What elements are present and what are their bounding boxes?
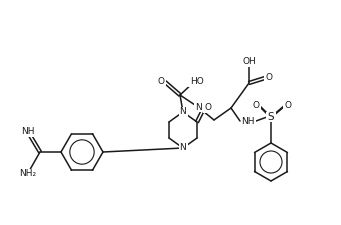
FancyBboxPatch shape: [193, 102, 203, 112]
FancyBboxPatch shape: [18, 169, 38, 178]
Text: HO: HO: [190, 77, 204, 86]
Text: N: N: [180, 144, 187, 153]
FancyBboxPatch shape: [266, 112, 276, 122]
FancyBboxPatch shape: [156, 77, 166, 86]
Text: N: N: [180, 108, 187, 117]
FancyBboxPatch shape: [283, 101, 293, 110]
FancyBboxPatch shape: [240, 58, 257, 67]
FancyBboxPatch shape: [240, 116, 255, 126]
Text: NH: NH: [21, 128, 35, 137]
FancyBboxPatch shape: [19, 128, 37, 137]
FancyBboxPatch shape: [178, 107, 188, 117]
FancyBboxPatch shape: [251, 101, 261, 110]
Text: O: O: [266, 74, 272, 83]
Text: NH: NH: [241, 117, 255, 126]
Text: S: S: [268, 112, 274, 122]
FancyBboxPatch shape: [203, 104, 213, 112]
Text: O: O: [158, 77, 164, 86]
Text: N: N: [195, 103, 202, 112]
Text: O: O: [205, 104, 211, 112]
Text: O: O: [284, 101, 292, 110]
FancyBboxPatch shape: [188, 77, 206, 86]
Text: O: O: [252, 101, 260, 110]
FancyBboxPatch shape: [264, 74, 274, 83]
Text: NH₂: NH₂: [19, 169, 36, 178]
Text: OH: OH: [242, 58, 256, 67]
FancyBboxPatch shape: [178, 143, 188, 153]
